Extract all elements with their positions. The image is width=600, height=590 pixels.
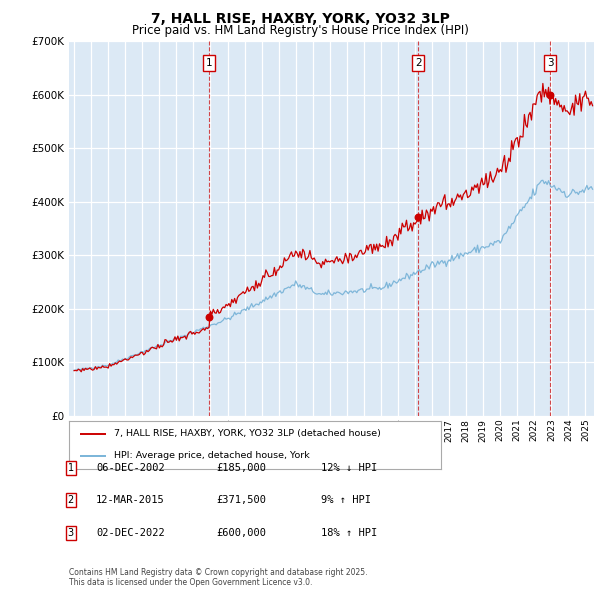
Point <box>205 312 214 322</box>
Text: 12% ↓ HPI: 12% ↓ HPI <box>321 463 377 473</box>
Text: 02-DEC-2022: 02-DEC-2022 <box>96 528 165 537</box>
Point <box>545 90 555 100</box>
Text: 7, HALL RISE, HAXBY, YORK, YO32 3LP: 7, HALL RISE, HAXBY, YORK, YO32 3LP <box>151 12 449 26</box>
Text: 2: 2 <box>68 496 74 505</box>
Text: 7, HALL RISE, HAXBY, YORK, YO32 3LP (detached house): 7, HALL RISE, HAXBY, YORK, YO32 3LP (det… <box>113 430 380 438</box>
Text: £600,000: £600,000 <box>216 528 266 537</box>
Text: 06-DEC-2002: 06-DEC-2002 <box>96 463 165 473</box>
Text: 9% ↑ HPI: 9% ↑ HPI <box>321 496 371 505</box>
Text: 3: 3 <box>68 528 74 537</box>
Text: Contains HM Land Registry data © Crown copyright and database right 2025.
This d: Contains HM Land Registry data © Crown c… <box>69 568 367 587</box>
Text: Price paid vs. HM Land Registry's House Price Index (HPI): Price paid vs. HM Land Registry's House … <box>131 24 469 37</box>
Text: HPI: Average price, detached house, York: HPI: Average price, detached house, York <box>113 451 310 460</box>
Text: 2: 2 <box>415 58 422 68</box>
Text: £185,000: £185,000 <box>216 463 266 473</box>
Text: £371,500: £371,500 <box>216 496 266 505</box>
Text: 1: 1 <box>206 58 212 68</box>
Text: 12-MAR-2015: 12-MAR-2015 <box>96 496 165 505</box>
Text: 18% ↑ HPI: 18% ↑ HPI <box>321 528 377 537</box>
Text: 1: 1 <box>68 463 74 473</box>
Point <box>413 212 423 222</box>
Text: 3: 3 <box>547 58 553 68</box>
